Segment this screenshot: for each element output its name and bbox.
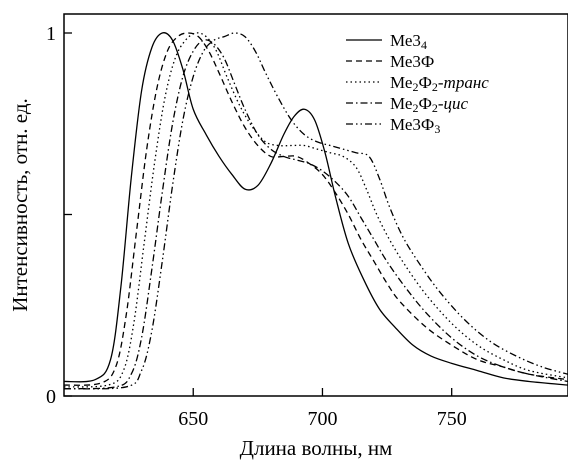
series-line-2 xyxy=(64,32,568,386)
x-tick-label: 750 xyxy=(437,408,467,430)
legend-label-1: Ме34 xyxy=(390,31,427,52)
plot-frame xyxy=(63,13,568,397)
y-tick-label: 1 xyxy=(46,23,56,45)
x-tick-label: 700 xyxy=(307,408,337,430)
series-line-1 xyxy=(64,32,568,386)
legend-label-5: Ме3Ф3 xyxy=(390,115,440,136)
ticks-layer: 650 700 750 0 1 xyxy=(46,23,467,430)
x-tick-label: 650 xyxy=(178,408,208,430)
legend-label-2: Ме3Ф xyxy=(390,52,434,71)
series-layer xyxy=(64,32,568,390)
series-line-5 xyxy=(64,32,568,390)
y-axis-title: Интенсивность, отн. ед. xyxy=(8,98,32,312)
axes-layer xyxy=(63,13,568,397)
legend-label-4: Ме2Ф2-цис xyxy=(390,94,469,115)
series-line-4 xyxy=(64,39,568,390)
series-line-3 xyxy=(64,32,568,388)
legend-label-3: Ме2Ф2-транс xyxy=(390,73,489,94)
y-tick-label: 0 xyxy=(46,386,56,408)
x-axis-title: Длина волны, нм xyxy=(240,436,393,460)
